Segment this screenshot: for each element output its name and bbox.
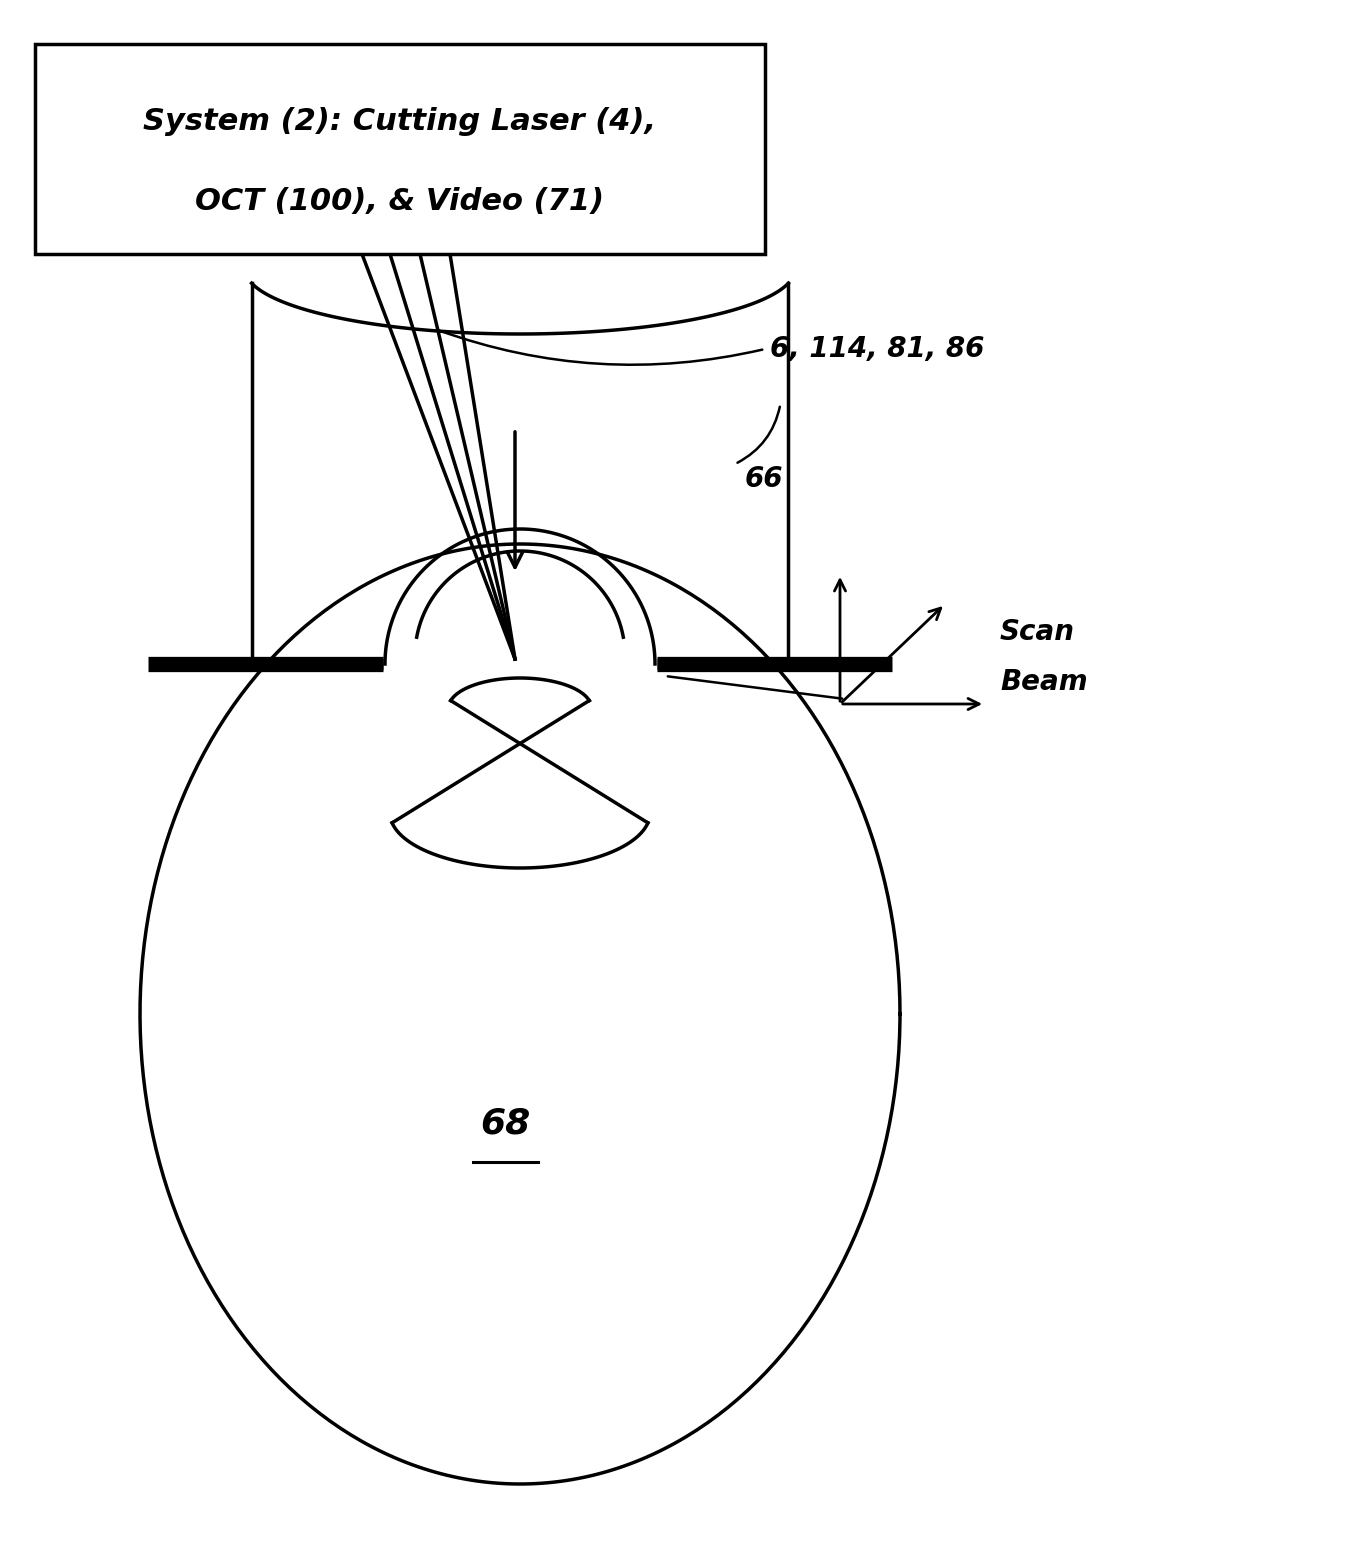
Text: 66: 66 bbox=[746, 465, 784, 493]
Text: System (2): Cutting Laser (4),: System (2): Cutting Laser (4), bbox=[144, 106, 656, 136]
Text: 6, 114, 81, 86: 6, 114, 81, 86 bbox=[770, 335, 985, 363]
Text: Beam: Beam bbox=[999, 668, 1088, 696]
Text: Scan: Scan bbox=[999, 618, 1076, 646]
FancyBboxPatch shape bbox=[35, 44, 765, 253]
Text: 68: 68 bbox=[479, 1107, 530, 1142]
Text: OCT (100), & Video (71): OCT (100), & Video (71) bbox=[196, 186, 604, 216]
